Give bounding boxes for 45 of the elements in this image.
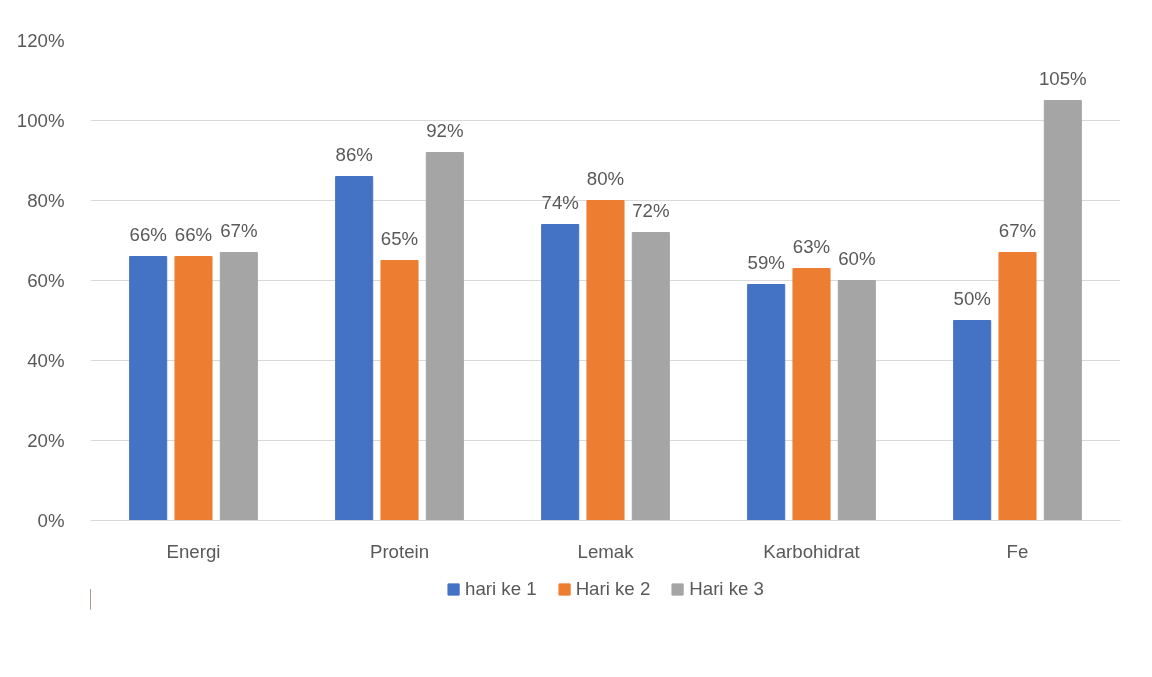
data-label: 92% <box>426 119 464 141</box>
data-label: 66% <box>174 223 213 245</box>
bar <box>335 176 374 521</box>
bar <box>953 320 992 521</box>
bar <box>837 280 876 521</box>
bar <box>541 224 580 521</box>
bar <box>631 232 670 521</box>
y-tick-label: 80% <box>27 190 65 211</box>
bar <box>1043 100 1082 521</box>
data-label: 80% <box>586 167 625 189</box>
data-label: 72% <box>632 199 670 221</box>
legend-label: Hari ke 3 <box>689 578 764 600</box>
bar <box>425 152 464 521</box>
x-tick-label: Protein <box>369 540 430 562</box>
x-tick-label: Fe <box>1006 540 1029 562</box>
data-label: 74% <box>541 191 579 213</box>
data-label: 63% <box>792 235 831 257</box>
x-tick-label: Energi <box>166 540 221 562</box>
data-label: 86% <box>335 143 373 165</box>
data-label: 67% <box>998 219 1037 241</box>
bar <box>219 252 258 521</box>
y-tick-label: 120% <box>16 30 65 51</box>
data-label: 60% <box>838 247 876 269</box>
data-label: 65% <box>380 227 419 249</box>
bar <box>998 252 1037 521</box>
data-label: 59% <box>747 251 785 273</box>
legend-label: Hari ke 2 <box>575 578 651 600</box>
bar <box>174 256 213 521</box>
x-tick-label: Karbohidrat <box>763 540 861 562</box>
y-tick-label: 20% <box>27 430 65 451</box>
data-label: 50% <box>953 287 991 309</box>
data-label: 67% <box>220 219 258 241</box>
y-tick-label: 40% <box>27 350 65 371</box>
y-tick-label: 0% <box>37 510 65 531</box>
bar <box>792 268 831 521</box>
y-tick-label: 60% <box>27 270 65 291</box>
x-tick-label: Lemak <box>577 540 635 562</box>
legend-label: hari ke 1 <box>465 578 537 600</box>
data-label: 66% <box>129 223 167 245</box>
bar <box>586 200 625 521</box>
data-label: 105% <box>1038 67 1087 89</box>
bar <box>129 256 168 521</box>
y-tick-label: 100% <box>16 110 65 131</box>
bar <box>747 284 786 521</box>
bar <box>380 260 419 521</box>
